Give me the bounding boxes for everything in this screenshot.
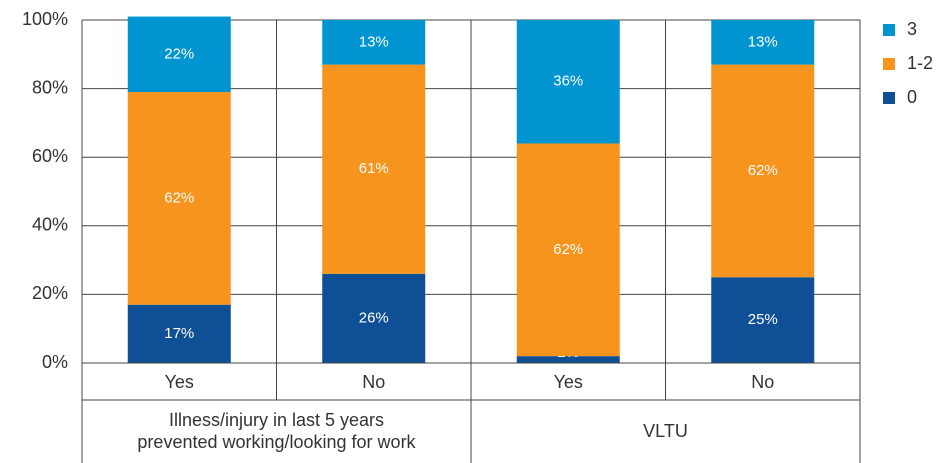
bar-segment <box>516 143 620 357</box>
x-tick-label: No <box>362 372 385 392</box>
y-tick-label: 100% <box>22 9 68 29</box>
group-label: VLTU <box>643 421 688 441</box>
data-label: 62% <box>748 162 778 179</box>
data-label: 26% <box>359 309 389 326</box>
bar-segment <box>711 64 815 278</box>
data-label: 36% <box>553 73 583 90</box>
data-label: 62% <box>164 189 194 206</box>
bar-segment <box>711 277 815 363</box>
legend-swatch <box>883 92 895 104</box>
data-label: 13% <box>359 33 389 50</box>
bar-segment <box>322 20 426 65</box>
y-tick-label: 60% <box>32 146 68 166</box>
bar-segment <box>322 273 426 363</box>
data-label: 62% <box>553 241 583 258</box>
group-label: prevented working/looking for work <box>137 432 416 452</box>
x-tick-label: Yes <box>165 372 194 392</box>
bar-segment <box>516 356 620 363</box>
x-tick-label: No <box>751 372 774 392</box>
data-label: 61% <box>359 160 389 177</box>
data-label: 17% <box>164 325 194 342</box>
group-label: Illness/injury in last 5 years <box>169 410 384 430</box>
legend-swatch <box>883 58 895 70</box>
data-label: 25% <box>748 311 778 328</box>
y-tick-label: 20% <box>32 283 68 303</box>
y-tick-label: 80% <box>32 77 68 97</box>
bar-segment <box>127 92 231 305</box>
bar-segment <box>711 20 815 65</box>
legend-label: 0 <box>907 87 917 107</box>
legend-swatch <box>883 24 895 36</box>
data-label: 22% <box>164 45 194 62</box>
legend-label: 3 <box>907 19 917 39</box>
y-tick-label: 0% <box>42 352 68 372</box>
x-tick-label: Yes <box>554 372 583 392</box>
data-label: 13% <box>748 33 778 50</box>
bar-segment <box>127 304 231 363</box>
bar-segment <box>322 64 426 274</box>
bar-segment <box>516 20 620 144</box>
bar-segment <box>127 16 231 93</box>
y-tick-label: 40% <box>32 215 68 235</box>
legend-label: 1-2 <box>907 53 933 73</box>
